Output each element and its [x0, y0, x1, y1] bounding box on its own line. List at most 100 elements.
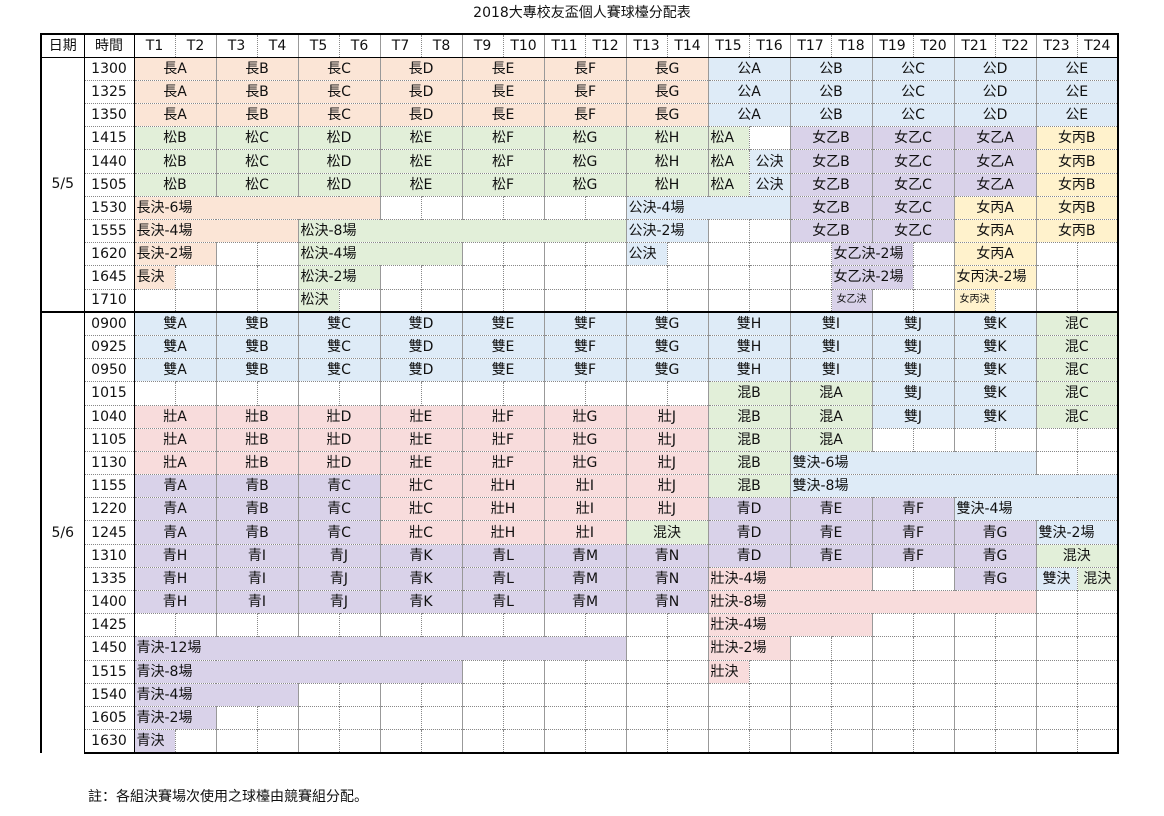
empty-slot — [707, 705, 749, 730]
slot-cell: 青I — [215, 543, 298, 568]
slot-cell: 雙G — [625, 358, 708, 382]
empty-slot — [830, 729, 872, 754]
empty-slot — [420, 705, 462, 730]
slot-cell: 松C — [215, 126, 298, 150]
empty-slot — [994, 705, 1036, 730]
empty-slot — [502, 242, 544, 266]
slot-cell: 女丙B — [1035, 126, 1119, 150]
empty-slot — [625, 381, 667, 405]
slot-cell: 混A — [789, 381, 872, 405]
slot-cell: 壯H — [461, 474, 544, 498]
empty-slot — [666, 705, 708, 730]
empty-slot — [174, 613, 216, 637]
slot-cell: 松E — [379, 172, 462, 197]
slot-cell: 壯J — [625, 450, 708, 475]
empty-slot — [133, 381, 175, 405]
empty-slot — [461, 195, 503, 220]
slot-cell: 青C — [297, 474, 380, 498]
empty-slot — [871, 682, 913, 707]
schedule-row: 1015 混B 混A 雙J 雙K 混C — [41, 381, 1119, 405]
slot-cell: 雙I — [789, 334, 872, 359]
empty-slot — [256, 705, 298, 730]
slot-cell: 青K — [379, 589, 462, 614]
schedule-row: 1220 青A 青B 青C 壯C 壯H 壯I 壯J 青D 青E 青F 雙決-4場 — [41, 497, 1119, 521]
time-cell: 1645 — [83, 265, 135, 290]
slot-cell: 青J — [297, 589, 380, 614]
empty-slot — [707, 682, 749, 707]
empty-slot — [666, 682, 708, 707]
empty-slot — [502, 659, 544, 684]
time-cell: 0950 — [83, 358, 135, 382]
slot-cell: 混B — [707, 474, 790, 498]
slot-cell: 壯I — [543, 520, 626, 545]
schedule-table: 日期 時間 T1 T2 T3 T4 T5 T6 T7 T8 T9 T10 T11 T12 T13 T14 T15… — [40, 32, 1119, 754]
slot-cell: 女丙A — [953, 195, 1036, 220]
empty-slot — [543, 729, 585, 754]
header-table-t1: T1 — [133, 32, 175, 58]
slot-cell: 雙D — [379, 311, 462, 336]
time-cell: 1350 — [83, 103, 135, 127]
time-cell: 1440 — [83, 149, 135, 174]
slot-cell: 壯J — [625, 497, 708, 521]
empty-slot — [584, 659, 626, 684]
empty-slot — [1035, 450, 1077, 475]
slot-cell: 青D — [707, 497, 790, 521]
slot-cell: 壯決-2場 — [707, 636, 790, 661]
empty-slot — [338, 613, 380, 637]
header-table-t9: T9 — [461, 32, 503, 58]
slot-cell: 長A — [133, 103, 216, 127]
empty-slot — [543, 659, 585, 684]
slot-cell: 雙決 — [1035, 566, 1077, 591]
empty-slot — [133, 288, 175, 313]
empty-slot — [994, 613, 1036, 637]
schedule-row: 1425 壯決-4場 — [41, 613, 1119, 637]
time-cell: 1540 — [83, 682, 135, 707]
slot-cell: 壯J — [625, 474, 708, 498]
schedule-row: 1515 青決-8場 壯決 — [41, 659, 1119, 684]
empty-slot — [1035, 636, 1077, 661]
empty-slot — [297, 613, 339, 637]
empty-slot — [666, 381, 708, 405]
empty-slot — [256, 613, 298, 637]
empty-slot — [502, 265, 544, 290]
slot-cell: 壯D — [297, 404, 380, 429]
slot-cell: 公A — [707, 56, 790, 81]
slot-cell: 雙I — [789, 358, 872, 382]
empty-slot — [789, 242, 831, 266]
slot-cell: 青決 — [133, 729, 175, 754]
header-table-t6: T6 — [338, 32, 380, 58]
slot-cell: 青決-8場 — [133, 659, 462, 684]
slot-cell: 混B — [707, 427, 790, 452]
slot-cell: 松F — [461, 149, 544, 174]
slot-cell: 長決-6場 — [133, 195, 380, 220]
slot-cell: 青G — [953, 543, 1036, 568]
time-cell: 1710 — [83, 288, 135, 313]
slot-cell: 長決-4場 — [133, 218, 298, 243]
slot-cell: 青K — [379, 566, 462, 591]
slot-cell: 青C — [297, 520, 380, 545]
empty-slot — [420, 613, 462, 637]
slot-cell: 雙F — [543, 311, 626, 336]
empty-slot — [174, 729, 216, 754]
slot-cell: 長決-2場 — [133, 242, 216, 266]
slot-cell: 長E — [461, 103, 544, 127]
slot-cell: 壯G — [543, 427, 626, 452]
slot-cell: 雙J — [871, 358, 954, 382]
empty-slot — [584, 381, 626, 405]
empty-slot — [215, 288, 257, 313]
empty-slot — [502, 682, 544, 707]
header-table-t2: T2 — [174, 32, 216, 58]
slot-cell: 女乙決-2場 — [830, 265, 913, 290]
time-cell: 1245 — [83, 520, 135, 545]
slot-cell: 青J — [297, 543, 380, 568]
slot-cell: 青G — [953, 566, 1036, 591]
time-cell: 1555 — [83, 218, 135, 243]
slot-cell: 壯F — [461, 404, 544, 429]
empty-slot — [830, 682, 872, 707]
empty-slot — [338, 729, 380, 754]
slot-cell: 雙B — [215, 311, 298, 336]
slot-cell: 壯決-4場 — [707, 566, 872, 591]
empty-slot — [830, 636, 872, 661]
empty-slot — [256, 288, 298, 313]
empty-slot — [789, 636, 831, 661]
